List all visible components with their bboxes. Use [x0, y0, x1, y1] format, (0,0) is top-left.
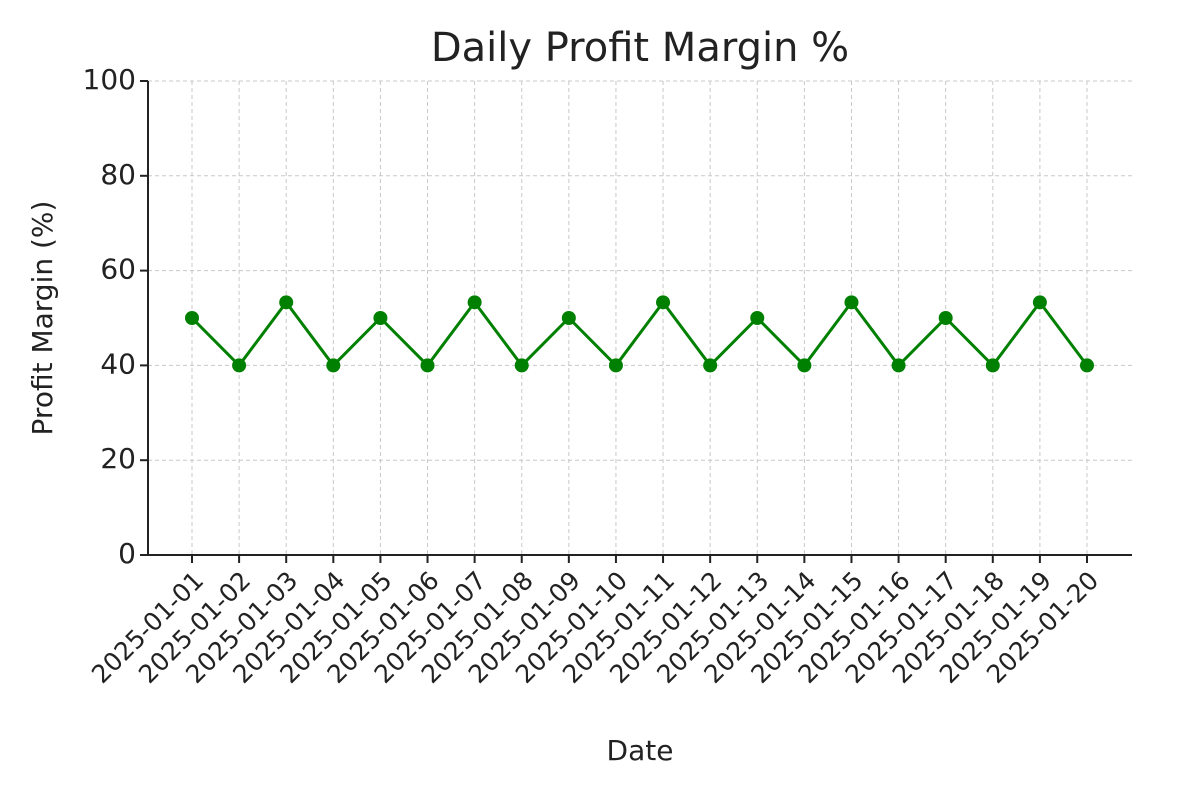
y-tick-label: 100: [83, 63, 136, 96]
data-point: [373, 311, 388, 325]
y-tick-label: 80: [100, 158, 136, 191]
data-point: [656, 295, 671, 310]
data-point: [797, 358, 812, 373]
data-point: [467, 295, 482, 310]
data-point: [938, 311, 953, 325]
y-tick-label: 20: [100, 442, 136, 475]
y-tick-label: 0: [118, 537, 136, 570]
data-line: [190, 299, 1089, 368]
data-point: [985, 358, 1000, 373]
data-point: [703, 358, 718, 373]
data-point: [844, 295, 859, 310]
data-point: [185, 311, 199, 325]
data-point: [1080, 358, 1094, 373]
data-point: [232, 358, 247, 373]
y-tick-label: 40: [100, 347, 136, 380]
data-point: [326, 358, 341, 373]
data-point: [561, 311, 576, 325]
data-point: [608, 358, 623, 373]
y-axis-label: Profit Margin (%): [26, 201, 59, 436]
y-tick-label: 60: [100, 253, 136, 286]
data-point: [420, 358, 435, 373]
data-point: [514, 358, 529, 373]
data-point: [891, 358, 906, 373]
chart-title: Daily Profit Margin %: [431, 25, 849, 71]
x-axis-label: Date: [607, 734, 674, 767]
data-point: [1032, 295, 1047, 310]
data-point: [279, 295, 294, 310]
data-point: [750, 311, 765, 325]
